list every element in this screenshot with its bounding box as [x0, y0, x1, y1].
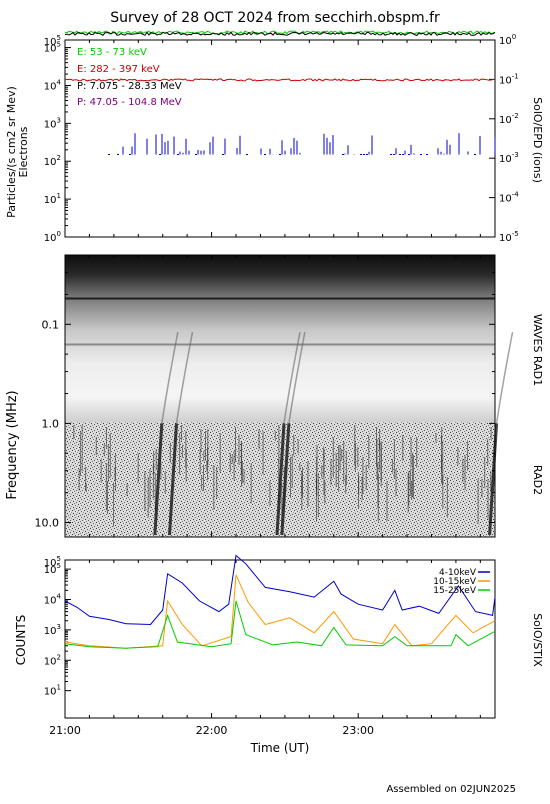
rad1-burst: [161, 331, 179, 424]
stix-frame: [64, 559, 496, 719]
waves-ylabel: Frequency (MHz): [5, 390, 20, 499]
epd-right-tick-label: 10-5: [499, 230, 519, 244]
rad1-spectrogram: [65, 255, 495, 422]
stix-legend-low: 4-10keV: [439, 568, 477, 578]
epd-ylabel-left: Particles/(s cm2 sr Mev): [5, 86, 18, 218]
stix-tick-label: 104: [44, 593, 62, 607]
type-iii-burst: [275, 423, 286, 536]
rad1-burst: [283, 331, 301, 424]
type-iii-burst: [153, 423, 164, 536]
epd-left-tick-label: 102: [44, 154, 61, 168]
epd-left-tick-label: 100: [44, 230, 61, 244]
stix-series-2: [64, 600, 496, 649]
waves-tick-label: 0.1: [42, 318, 60, 331]
stix-tick-label: 103: [44, 623, 61, 637]
epd-ylabel-right: SolO/EPD (ions): [531, 97, 544, 183]
stix-legend-mid: 10-15keV: [433, 577, 477, 587]
rad1-burst: [175, 331, 194, 424]
epd-left-tick-label: 103: [44, 116, 61, 130]
rad1-burst: [495, 331, 514, 424]
epd-ylabel-left2: Electrons: [17, 126, 30, 177]
stix-legend-high: 15-25keV: [433, 586, 477, 596]
stix-tick-label: 105: [44, 555, 61, 569]
series-e-high: [64, 31, 496, 36]
stix-tick-label: 105: [44, 562, 61, 576]
series-p-low: [64, 78, 496, 82]
legend-p-high: P: 47.05 - 104.8 MeV: [77, 97, 182, 108]
type-iii-burst: [280, 423, 291, 536]
epd-left-tick-label: 104: [44, 78, 62, 92]
waves-tick-label: 1.0: [42, 417, 60, 430]
waves-frame: [64, 254, 496, 538]
waves-bursts: [65, 297, 514, 536]
stix-tick-label: 102: [44, 653, 61, 667]
waves-tick-label: 10.0: [35, 517, 60, 530]
epd-right-tick-label: 10-1: [499, 72, 519, 86]
epd-right-tick-label: 10-3: [499, 151, 519, 165]
type-iii-burst: [168, 423, 178, 536]
epd-series: [64, 30, 496, 156]
footer-note: Assembled on 02JUN2025: [386, 784, 516, 795]
stix-series-0: [64, 554, 496, 626]
type-iii-burst: [488, 423, 499, 536]
stix-x-tick-label: 22:00: [196, 724, 228, 737]
rad1-burst: [288, 331, 306, 424]
epd-right-tick-label: 10-4: [499, 191, 519, 205]
figure-title: Survey of 28 OCT 2024 from secchirh.obsp…: [110, 10, 440, 26]
stix-ylabel: COUNTS: [14, 615, 28, 666]
epd-right-tick-label: 10-2: [499, 112, 519, 126]
epd-left-tick-label: 105: [44, 34, 61, 48]
epd-left-tick-label: 105: [44, 41, 61, 55]
waves-ticks: 0.1 1.0 10.0: [35, 255, 495, 537]
stix-tick-label: 101: [44, 684, 61, 698]
legend-p-low: P: 7.075 - 28.33 MeV: [77, 81, 182, 92]
waves-label-rad1: WAVES RAD1: [531, 314, 544, 386]
stix-x-tick-label: 21:00: [49, 724, 81, 737]
stix-x-tick-label: 23:00: [342, 724, 374, 737]
stix-series: [64, 554, 496, 649]
epd-frame: [64, 39, 496, 238]
epd-right-tick-label: 100: [499, 33, 516, 47]
stix-legend: 4-10keV 10-15keV 15-25keV: [433, 568, 490, 596]
legend-e-low: E: 53 - 73 keV: [77, 47, 147, 58]
waves-panel: 0.1 1.0 10.0 Frequency (MHz) WAVES RAD1 RA…: [5, 254, 544, 538]
waves-label-rad2: RAD2: [531, 465, 544, 495]
legend-e-high: E: 282 - 397 keV: [77, 64, 160, 75]
series-p-high: [108, 133, 496, 156]
epd-left-tick-label: 101: [44, 192, 61, 206]
stix-xlabel: Time (UT): [250, 741, 310, 755]
stix-ylabel-right: SolO/STIX: [531, 613, 544, 667]
